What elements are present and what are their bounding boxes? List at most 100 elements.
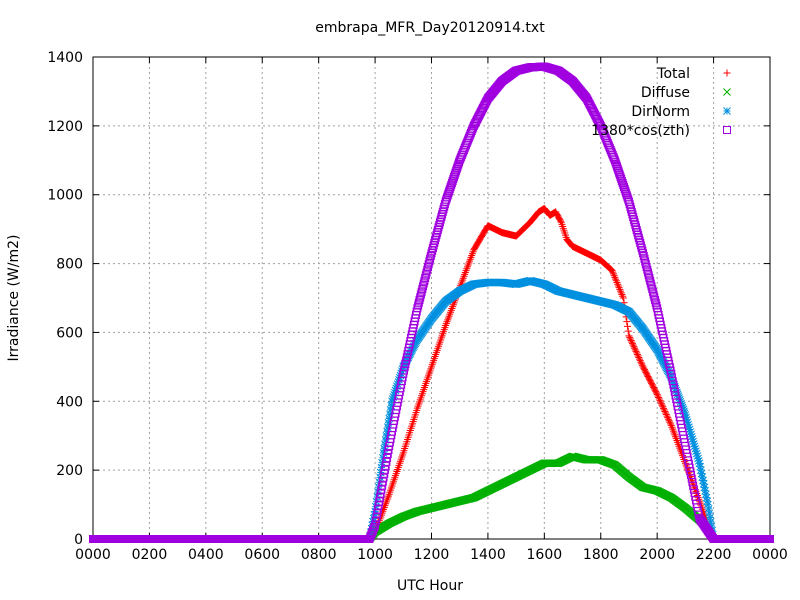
data-point bbox=[641, 257, 650, 266]
legend-marker bbox=[723, 126, 731, 134]
data-point bbox=[652, 389, 660, 397]
y-tick-label: 400 bbox=[56, 394, 83, 410]
data-point bbox=[610, 272, 618, 280]
data-point bbox=[398, 365, 407, 373]
data-point bbox=[435, 218, 444, 227]
data-point bbox=[664, 414, 672, 422]
data-point bbox=[416, 293, 425, 302]
data-point bbox=[657, 398, 665, 406]
y-tick-label: 1400 bbox=[47, 50, 83, 66]
data-point bbox=[633, 228, 642, 237]
data-point bbox=[424, 260, 433, 269]
data-point bbox=[689, 440, 698, 448]
data-point bbox=[454, 160, 463, 169]
data-point bbox=[614, 166, 623, 175]
data-point bbox=[636, 241, 645, 250]
data-point bbox=[634, 352, 642, 360]
data-point bbox=[646, 279, 655, 288]
data-point bbox=[706, 517, 715, 526]
data-point bbox=[431, 233, 440, 242]
data-point bbox=[636, 238, 645, 247]
data-point bbox=[629, 215, 638, 224]
data-point bbox=[626, 202, 635, 211]
data-point bbox=[704, 505, 713, 513]
data-point bbox=[691, 444, 700, 453]
data-point bbox=[453, 162, 462, 171]
data-point bbox=[370, 522, 379, 531]
data-point bbox=[662, 411, 670, 419]
data-point bbox=[433, 228, 442, 237]
data-point bbox=[693, 452, 702, 460]
data-series bbox=[89, 62, 774, 543]
data-point bbox=[612, 160, 621, 169]
y-axis-label: Irradiance (W/m2) bbox=[6, 235, 22, 362]
data-point bbox=[413, 304, 422, 313]
data-point bbox=[632, 223, 641, 232]
data-point bbox=[694, 456, 703, 465]
data-point bbox=[631, 220, 640, 229]
data-point bbox=[378, 453, 387, 462]
data-point bbox=[382, 431, 391, 440]
data-point bbox=[698, 473, 707, 481]
data-point bbox=[686, 428, 695, 436]
data-point bbox=[388, 397, 396, 406]
data-point bbox=[687, 432, 696, 441]
data-point bbox=[692, 449, 701, 458]
data-point bbox=[635, 236, 644, 245]
data-point bbox=[431, 236, 440, 245]
data-point bbox=[614, 280, 622, 288]
data-point bbox=[670, 382, 679, 391]
data-point bbox=[652, 301, 661, 310]
data-point bbox=[696, 462, 705, 471]
legend-label: DirNorm bbox=[631, 104, 690, 120]
data-point bbox=[685, 423, 693, 431]
data-point bbox=[617, 289, 625, 297]
data-point bbox=[381, 436, 390, 444]
data-point bbox=[632, 226, 641, 235]
data-point bbox=[636, 357, 644, 365]
data-point bbox=[388, 395, 397, 403]
data-point bbox=[627, 205, 636, 214]
data-point bbox=[638, 246, 647, 255]
y-tick-label: 0 bbox=[74, 532, 83, 548]
data-point bbox=[628, 210, 637, 219]
data-point bbox=[419, 279, 428, 288]
data-point bbox=[450, 172, 459, 181]
data-point bbox=[630, 218, 639, 227]
legend-marker bbox=[723, 107, 731, 115]
data-point bbox=[672, 386, 681, 395]
data-point bbox=[615, 170, 624, 179]
data-point bbox=[643, 268, 652, 277]
data-point bbox=[609, 270, 617, 278]
axis-ticks: 0000 0200 0400 0600 0800 1000 1200 1400 1600 1800… bbox=[47, 50, 787, 563]
data-point bbox=[650, 293, 659, 302]
data-point bbox=[677, 401, 686, 410]
data-point bbox=[687, 430, 695, 439]
data-point bbox=[612, 277, 620, 285]
data-point bbox=[656, 397, 664, 405]
data-point bbox=[692, 447, 700, 456]
data-point bbox=[594, 117, 603, 126]
data-point bbox=[616, 285, 624, 293]
data-point bbox=[386, 406, 395, 414]
data-point bbox=[697, 469, 706, 478]
data-point bbox=[423, 263, 432, 272]
data-point bbox=[445, 187, 454, 196]
data-point bbox=[418, 285, 427, 294]
data-point bbox=[637, 244, 646, 253]
data-point bbox=[665, 417, 673, 425]
data-point bbox=[674, 392, 683, 400]
data-point bbox=[443, 193, 452, 202]
data-point bbox=[384, 418, 393, 427]
data-point bbox=[611, 273, 619, 281]
series-3 bbox=[89, 62, 774, 543]
data-point bbox=[684, 420, 693, 429]
data-point bbox=[446, 183, 455, 192]
data-point bbox=[420, 276, 429, 285]
data-point bbox=[688, 435, 697, 444]
data-point bbox=[629, 213, 638, 222]
y-tick-label: 1000 bbox=[47, 188, 83, 204]
data-point bbox=[623, 318, 631, 326]
data-point bbox=[648, 287, 657, 296]
